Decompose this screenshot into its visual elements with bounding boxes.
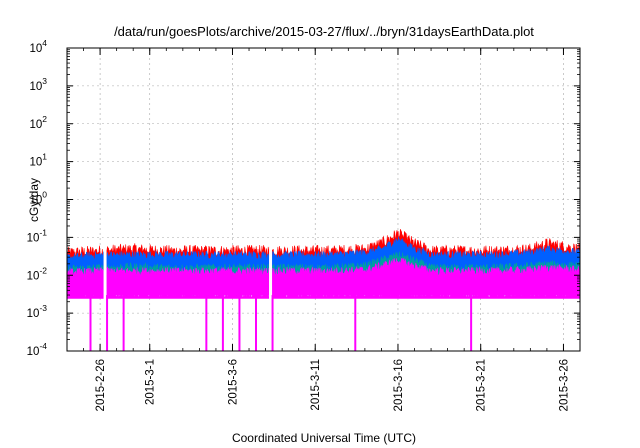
- y-tick-exponent: 2: [42, 114, 47, 124]
- y-tick-exponent: -3: [39, 303, 47, 313]
- y-tick-exponent: 0: [42, 190, 47, 200]
- data-gap: [269, 225, 273, 351]
- x-tick-label: 2015-3-1: [145, 359, 157, 405]
- x-tick-label: 2015-3-21: [476, 359, 488, 411]
- data-gap: [103, 225, 107, 351]
- x-axis: 2015-2-26 2015-3-1 2015-3-6 2015-3-11 2015-3…: [66, 48, 581, 411]
- dropouts-group: [89, 225, 473, 351]
- x-tick-label: 2015-3-16: [393, 359, 405, 411]
- x-tick-label: 2015-3-11: [310, 359, 322, 411]
- y-tick-exponent: -2: [39, 265, 47, 275]
- series-floor-band: [67, 288, 580, 299]
- x-tick-label: 2015-3-26: [558, 359, 570, 411]
- y-tick-exponent: -1: [39, 227, 47, 237]
- series-group: [66, 229, 581, 299]
- x-axis-label: Coordinated Universal Time (UTC): [232, 431, 416, 445]
- y-tick-exponent: 4: [42, 38, 47, 48]
- y-tick-exponent: 3: [42, 76, 47, 86]
- y-axis-label: cGy/day: [27, 178, 41, 222]
- chart-title: /data/run/goesPlots/archive/2015-03-27/f…: [114, 24, 534, 39]
- x-tick-label: 2015-2-26: [95, 359, 107, 411]
- x-tick-label: 2015-3-6: [227, 359, 239, 405]
- series-area: [66, 258, 581, 296]
- y-tick-exponent: -4: [39, 341, 47, 351]
- y-tick-exponent: 1: [42, 152, 47, 162]
